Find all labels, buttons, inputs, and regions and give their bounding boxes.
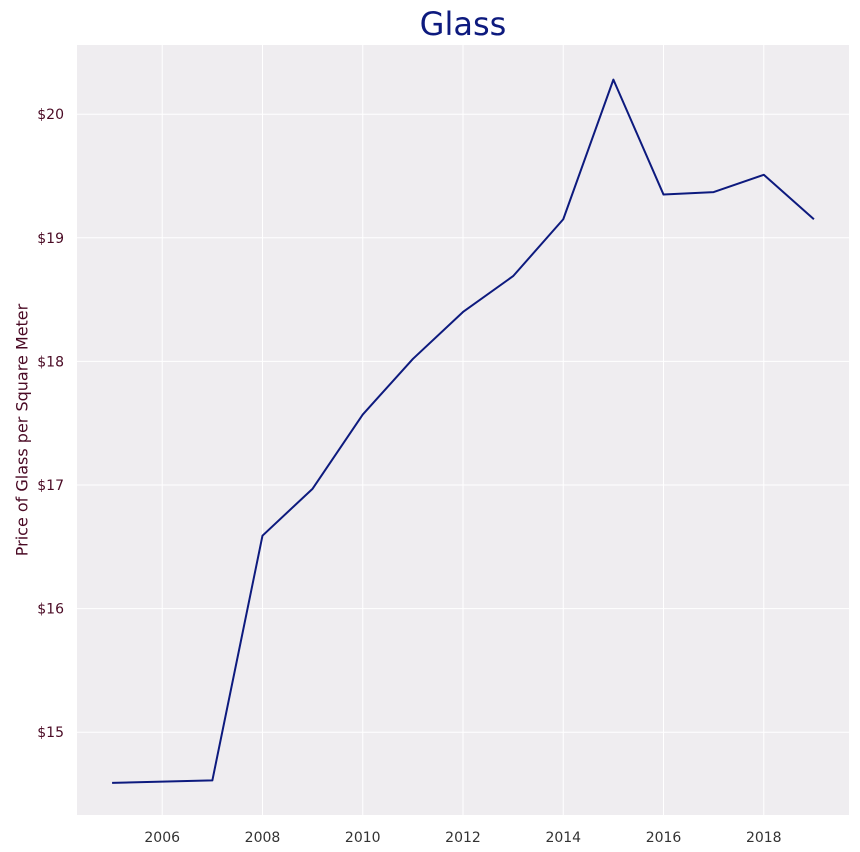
y-tick-label: $17 <box>37 478 64 494</box>
chart-title: Glass <box>420 5 507 43</box>
series-line <box>112 78 815 784</box>
y-tick-label: $15 <box>37 725 64 741</box>
gridlines <box>77 45 849 815</box>
x-tick-labels: 2006 2008 2010 2012 2014 2016 2018 <box>144 830 781 846</box>
series-layer <box>112 78 815 784</box>
y-tick-label: $19 <box>37 231 64 247</box>
y-tick-label: $16 <box>37 602 64 618</box>
x-tick-label: 2006 <box>144 830 180 846</box>
x-tick-label: 2008 <box>245 830 281 846</box>
y-tick-label: $20 <box>37 107 64 123</box>
x-tick-label: 2018 <box>746 830 782 846</box>
x-tick-label: 2010 <box>345 830 381 846</box>
y-tick-label: $18 <box>37 354 64 370</box>
y-axis-label: Price of Glass per Square Meter <box>13 303 32 556</box>
x-tick-label: 2014 <box>545 830 581 846</box>
x-tick-label: 2012 <box>445 830 481 846</box>
x-tick-label: 2016 <box>646 830 682 846</box>
y-tick-labels: $15 $16 $17 $18 $19 $20 <box>37 107 64 741</box>
